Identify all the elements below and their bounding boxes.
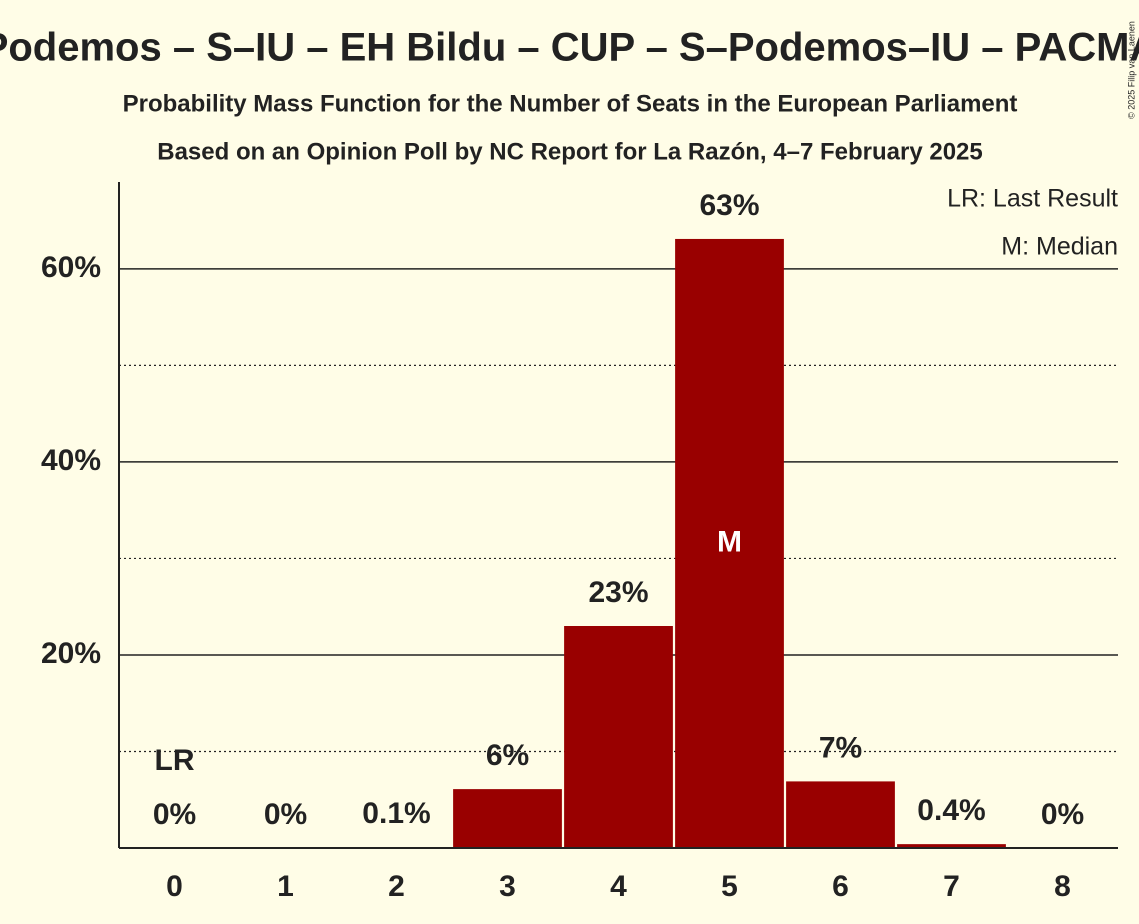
x-tick-label: 8 [1054,870,1071,903]
x-tick-label: 2 [388,870,405,903]
value-label: 23% [588,576,648,609]
chart-subtitle: Based on an Opinion Poll by NC Report fo… [157,138,983,165]
legend-entry: M: Median [1001,233,1118,261]
bar [897,844,1006,848]
value-label: 7% [819,731,862,764]
median-marker: M [717,525,742,558]
value-label: 0% [1041,798,1084,831]
y-tick-label: 40% [41,444,101,477]
last-result-marker: LR [155,744,195,777]
y-tick-label: 60% [41,251,101,284]
x-tick-label: 5 [721,870,738,903]
bar [786,781,895,848]
x-tick-label: 6 [832,870,849,903]
bar [453,789,562,848]
value-label: 0% [153,798,196,831]
legend-entry: LR: Last Result [947,185,1118,213]
bar [675,238,784,849]
value-label: 0% [264,798,307,831]
chart-title: Podemos – S–IU – EH Bildu – CUP – S–Pode… [0,26,1139,70]
x-tick-label: 3 [499,870,516,903]
value-label: 6% [486,739,529,772]
value-label: 0.1% [362,797,430,830]
copyright: © 2025 Filip van Laenen [1126,21,1136,119]
x-tick-label: 7 [943,870,960,903]
value-label: 63% [699,189,759,222]
bar [564,626,673,848]
value-label: 0.4% [917,794,985,827]
x-tick-label: 1 [277,870,294,903]
x-tick-label: 4 [610,870,627,903]
x-tick-label: 0 [166,870,183,903]
chart-subtitle: Probability Mass Function for the Number… [123,90,1018,117]
y-tick-label: 20% [41,637,101,670]
